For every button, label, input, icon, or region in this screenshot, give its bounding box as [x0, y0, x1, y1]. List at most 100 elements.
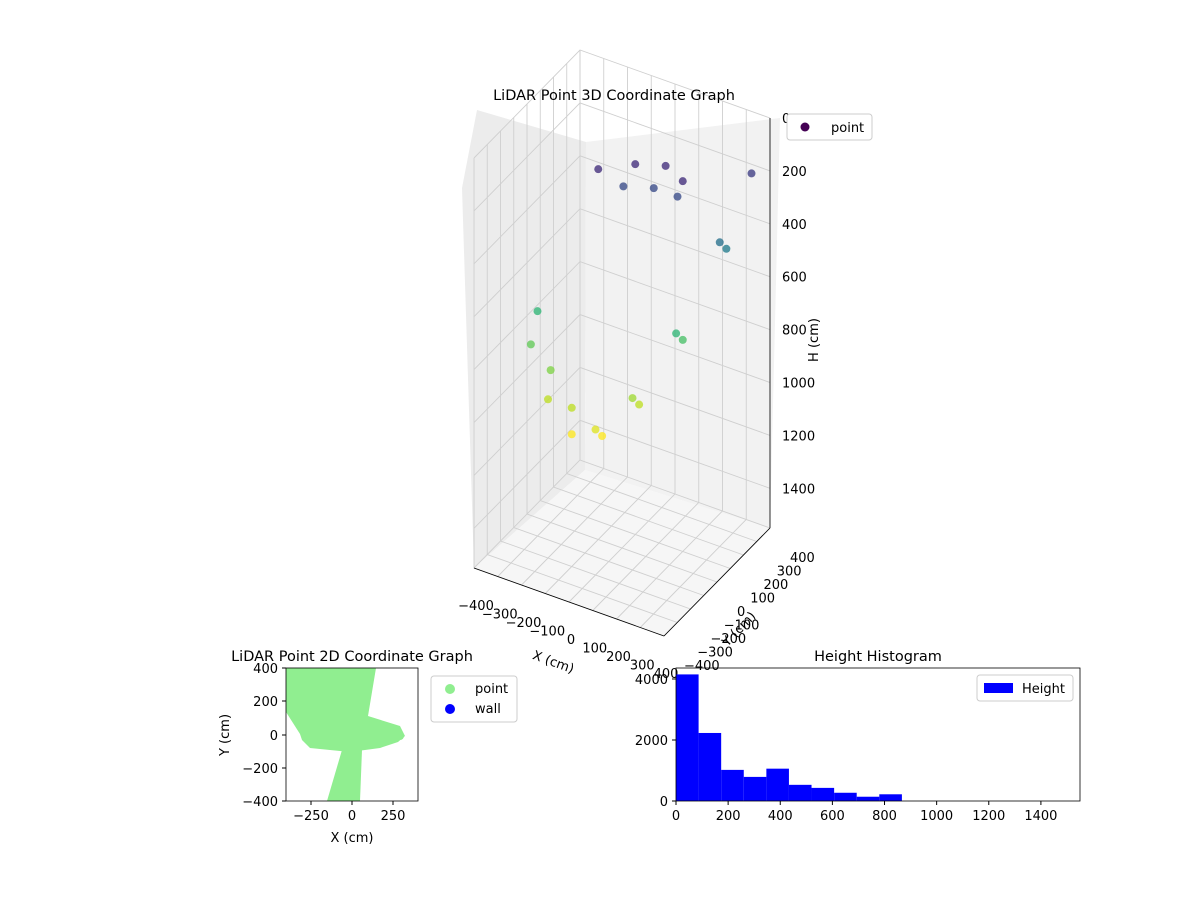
data-point-3d — [635, 400, 644, 409]
xticks-hist: 0 200 400 600 800 1000 1200 1400 — [672, 801, 1057, 824]
data-point-3d — [533, 307, 542, 316]
ztick-3d-label: 800 — [782, 324, 807, 339]
data-point-3d — [673, 192, 682, 201]
grid-line-z — [473, 419, 771, 529]
plot-2d: LiDAR Point 2D Coordinate Graph −250 0 2… — [218, 649, 518, 846]
data-point-3d — [567, 430, 576, 439]
ytick-3d-label: −400 — [684, 659, 720, 674]
grid-line-z — [473, 261, 771, 370]
ytick-3d-label: −100 — [724, 619, 760, 634]
point-cloud-2d — [286, 668, 405, 801]
region-point-center — [300, 716, 405, 752]
ytick-3d-label: 100 — [750, 592, 775, 607]
histogram-bar — [721, 769, 744, 801]
xtick-3d-label: 200 — [606, 650, 631, 665]
yticks-hist: 0 2000 4000 — [635, 673, 676, 810]
points-3d — [526, 160, 756, 440]
grid-line-z — [473, 313, 771, 423]
plot-area-2d — [285, 667, 419, 802]
histogram-bar — [879, 794, 902, 801]
ztick-3d-label: 200 — [782, 165, 807, 180]
grid-line-y — [553, 77, 744, 556]
title-hist: Height Histogram — [814, 649, 942, 665]
data-point-3d — [747, 169, 756, 178]
xtick-hist-label: 800 — [872, 809, 897, 824]
data-point-3d — [594, 165, 603, 174]
ytick-hist-label: 0 — [660, 795, 668, 810]
ytick-3d-label: 0 — [737, 605, 745, 620]
ytick-3d-label: −300 — [697, 646, 733, 661]
data-point-3d — [567, 403, 576, 412]
axis-edge-y — [663, 527, 771, 637]
histogram-bars — [676, 674, 902, 801]
grid-line-y — [566, 63, 757, 542]
xtick-3d-label: −300 — [482, 608, 518, 623]
axis-edge-x — [473, 567, 665, 637]
grid-line-z — [473, 102, 771, 212]
data-point-3d — [591, 425, 600, 434]
grid-line-y — [500, 131, 691, 610]
histogram-bar — [743, 776, 767, 801]
ztick-3d-label: 1200 — [782, 429, 815, 444]
ylabel-2d: Y (cm) — [218, 714, 233, 757]
data-point-3d — [544, 395, 552, 404]
histogram-bar — [676, 674, 699, 801]
xlabel-2d: X (cm) — [331, 831, 374, 846]
data-point-3d — [619, 182, 628, 191]
xtick-2d-label: 0 — [348, 809, 356, 824]
pane-back-right — [585, 118, 780, 528]
xtick-hist-label: 0 — [672, 809, 680, 824]
legend-marker-point-3d — [800, 122, 810, 132]
plot-3d: −400−300−200−1000100200300400−400−300−20… — [458, 49, 873, 682]
data-point-3d — [722, 244, 731, 253]
legend-box-3d — [786, 113, 873, 141]
legend-marker-height — [984, 683, 1013, 693]
legend-label-point-2d: point — [475, 682, 508, 697]
grid-line-y — [486, 144, 678, 623]
legend-marker-wall-2d — [445, 704, 455, 714]
xtick-2d-label: 250 — [381, 809, 406, 824]
ztick-3d-label: 1000 — [782, 377, 815, 392]
legend-label-wall-2d: wall — [475, 702, 501, 717]
data-point-3d — [672, 329, 681, 338]
grid-line-z — [473, 155, 771, 265]
grid-line-y — [539, 90, 731, 569]
ztick-3d-label: 400 — [782, 218, 807, 233]
data-point-3d — [526, 340, 535, 349]
ztick-3d-label: 0 — [782, 112, 790, 127]
xtick-2d-label: −250 — [293, 809, 329, 824]
zlabel-3d: H (cm) — [807, 318, 822, 362]
ytick-3d-label: 200 — [764, 578, 789, 593]
grid-line-y — [526, 104, 718, 583]
histogram-bar — [834, 792, 857, 801]
data-point-3d — [598, 431, 607, 440]
data-point-3d — [678, 177, 687, 186]
ztick-3d-label: 600 — [782, 271, 807, 286]
xtick-hist-label: 200 — [716, 809, 741, 824]
ytick-2d-label: −400 — [242, 795, 278, 810]
xtick-3d-label: 300 — [630, 659, 655, 674]
data-point-3d — [715, 238, 724, 247]
region-point-bottom — [327, 750, 362, 801]
pane-back-left — [462, 110, 586, 568]
data-point-3d — [631, 160, 640, 169]
xlabel-3d: X (cm) — [530, 648, 576, 677]
legend-hist: Height — [976, 674, 1074, 702]
pane-floor — [474, 470, 770, 636]
region-point-tip — [396, 732, 404, 740]
ztick-3d-label: 1400 — [782, 482, 815, 497]
legend-marker-point-2d — [445, 684, 455, 694]
data-point-3d — [661, 161, 670, 170]
xtick-3d-label: 400 — [654, 667, 679, 682]
data-point-3d — [649, 184, 658, 193]
histogram: Height Histogram 0 200 400 600 800 1000 1200 14… — [635, 649, 1081, 824]
ytick-2d-label: 400 — [253, 662, 278, 677]
xtick-3d-label: −100 — [529, 625, 565, 640]
grid-line-y — [513, 117, 704, 596]
title-3d: LiDAR Point 3D Coordinate Graph — [493, 88, 735, 104]
ytick-2d-label: 0 — [270, 729, 278, 744]
grid-line-z — [473, 366, 771, 476]
histogram-bar — [856, 796, 880, 801]
grid-line-z — [473, 208, 771, 318]
